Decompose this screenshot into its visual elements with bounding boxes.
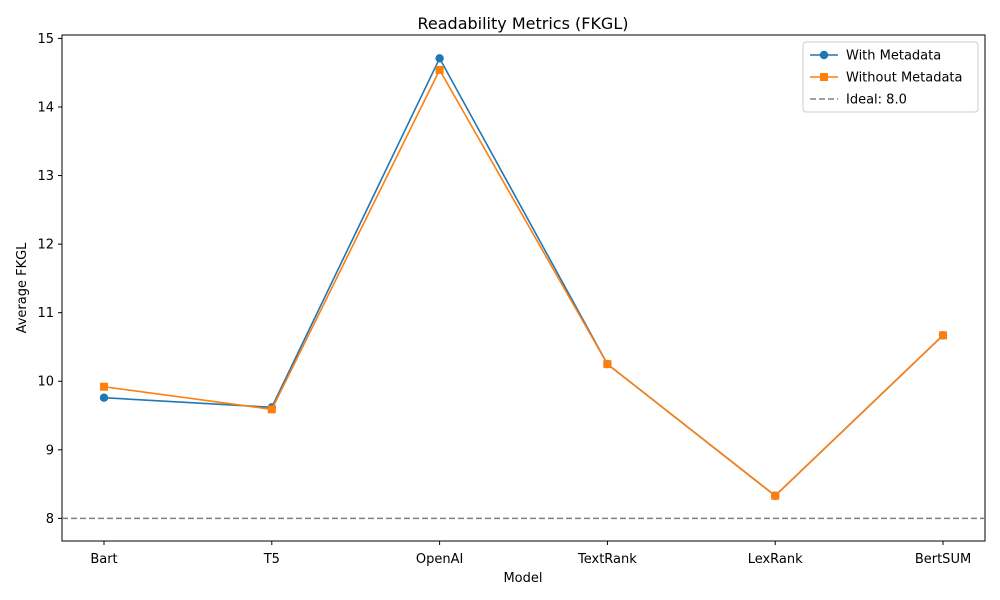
series-line-with-metadata	[103, 56, 944, 497]
x-tick-label: OpenAI	[416, 552, 463, 567]
legend-label: Without Metadata	[846, 71, 963, 86]
y-tick-label: 13	[37, 169, 54, 184]
data-point-without-metadata	[939, 331, 947, 340]
legend-label: Ideal: 8.0	[846, 93, 907, 108]
legend-marker-circle	[819, 50, 829, 60]
data-point-with-metadata	[99, 393, 109, 402]
legend: With Metadata Without Metadata Ideal: 8.0	[802, 41, 979, 113]
legend-box	[802, 41, 979, 113]
series-layer	[99, 54, 948, 500]
y-axis: 8 9 10 11 12 13 14 15	[37, 32, 62, 527]
y-tick-label: 15	[37, 32, 54, 47]
y-tick-label: 10	[37, 375, 54, 390]
plot-frame	[61, 34, 986, 542]
data-point-without-metadata	[771, 491, 780, 500]
y-tick-label: 8	[46, 512, 54, 527]
legend-marker-square	[820, 73, 828, 81]
x-tick-label: Bart	[90, 552, 117, 567]
data-point-without-metadata	[435, 65, 444, 74]
x-tick-label: LexRank	[748, 552, 803, 567]
y-tick-label: 14	[37, 100, 54, 115]
legend-label: With Metadata	[846, 49, 941, 64]
y-axis-label: Average FKGL	[15, 242, 30, 334]
data-point-with-metadata	[435, 54, 444, 63]
x-axis-label: Model	[503, 571, 542, 586]
data-point-without-metadata	[267, 405, 276, 414]
x-tick-label: BertSUM	[915, 552, 971, 567]
data-point-without-metadata	[100, 382, 108, 391]
y-tick-label: 12	[37, 238, 54, 253]
x-axis: Bart T5 OpenAI TextRank LexRank BertSUM	[90, 541, 971, 567]
data-point-without-metadata	[603, 360, 612, 369]
y-tick-label: 11	[37, 306, 54, 321]
x-tick-label: TextRank	[577, 552, 637, 567]
series-line-without-metadata	[103, 68, 944, 497]
x-tick-label: T5	[263, 552, 280, 567]
chart-title: Readability Metrics (FKGL)	[418, 14, 629, 33]
y-tick-label: 9	[46, 443, 54, 458]
